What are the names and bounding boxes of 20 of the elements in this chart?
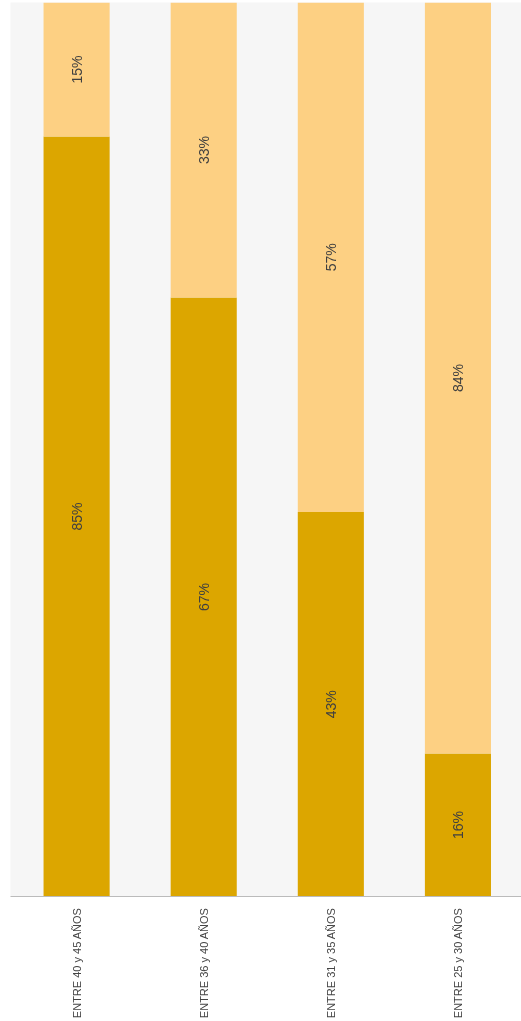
bar (297, 2, 364, 513)
x-tick-label: ENTRE 40 y 45 AÑOS (70, 908, 83, 1019)
data-label: 85% (68, 502, 85, 531)
data-label: 43% (322, 690, 339, 719)
data-label: 57% (322, 243, 339, 272)
data-label: 67% (195, 582, 212, 612)
bar (424, 753, 491, 897)
bar (297, 512, 364, 897)
bar (170, 2, 237, 298)
x-tick-label: ENTRE 25 y 30 AÑOS (451, 908, 464, 1019)
bar (424, 2, 491, 754)
data-label: 15% (68, 55, 85, 84)
data-label: 33% (195, 135, 212, 165)
bar (43, 2, 110, 137)
data-label: 16% (449, 810, 466, 839)
bar (170, 297, 237, 897)
x-tick-label: ENTRE 36 y 40 AÑOS (197, 908, 210, 1019)
data-label: 84% (449, 363, 466, 392)
bar (43, 136, 110, 897)
x-tick-label: ENTRE 31 y 35 AÑOS (324, 908, 337, 1019)
